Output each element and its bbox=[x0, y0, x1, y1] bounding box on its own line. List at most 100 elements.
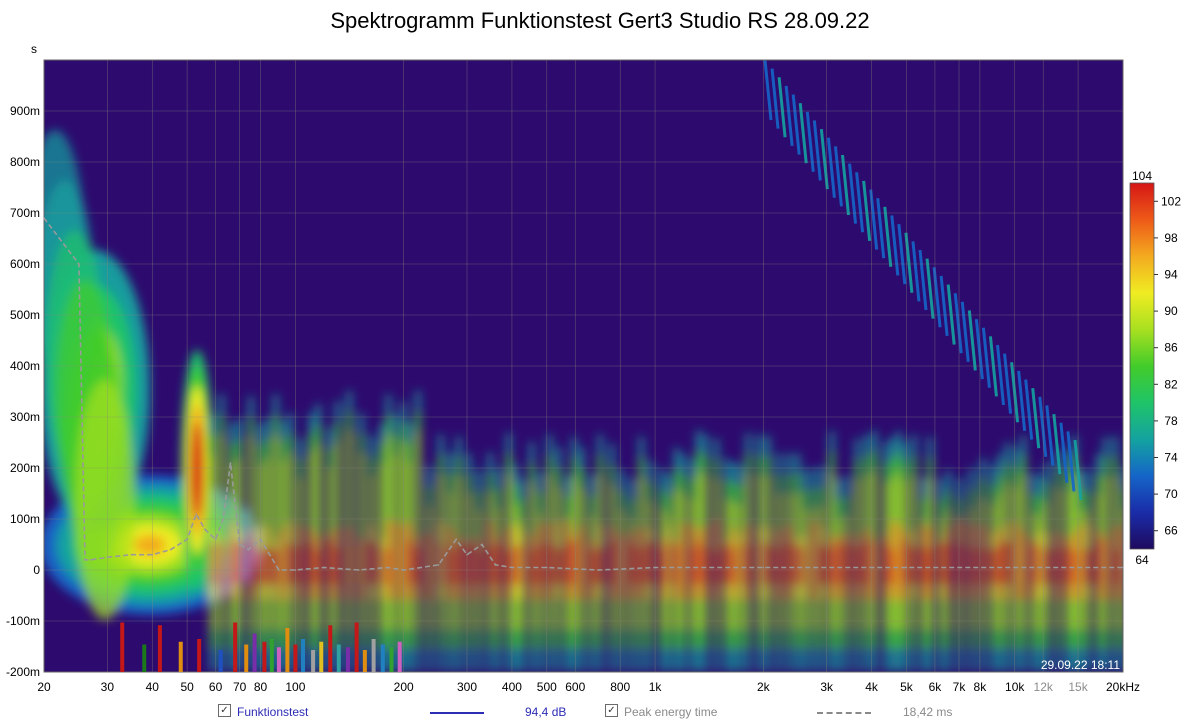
partial-bar-4 bbox=[197, 639, 202, 672]
peak-energy-point-31 bbox=[654, 566, 656, 569]
x-tick-label-20: 7k bbox=[953, 680, 967, 694]
peak-energy-point-33 bbox=[905, 566, 908, 569]
y-tick-label-0: 900m bbox=[10, 104, 40, 118]
partial-bar-21 bbox=[362, 650, 367, 672]
partial-bar-23 bbox=[380, 644, 385, 672]
peak-energy-point-4 bbox=[106, 556, 109, 559]
peak-energy-point-19 bbox=[323, 566, 325, 569]
y-tick-label-10: -100m bbox=[6, 614, 40, 628]
peak-energy-point-0 bbox=[43, 217, 45, 219]
y-tick-label-11: -200m bbox=[6, 665, 40, 679]
partial-bar-5 bbox=[218, 650, 223, 672]
peak-energy-point-25 bbox=[466, 553, 468, 556]
colorbar-max-label: 104 bbox=[1132, 169, 1152, 183]
x-tick-label-11: 500 bbox=[537, 680, 557, 694]
colorbar-tick-label-0: 102 bbox=[1161, 194, 1181, 208]
y-tick-label-2: 700m bbox=[10, 206, 40, 220]
peak-energy-checkbox[interactable]: ✓ bbox=[605, 704, 618, 717]
peak-energy-point-18 bbox=[294, 569, 297, 571]
x-tick-label-18: 5k bbox=[900, 680, 914, 694]
peak-energy-point-3 bbox=[90, 559, 92, 561]
y-tick-label-6: 300m bbox=[10, 410, 40, 424]
partial-bar-19 bbox=[345, 647, 350, 672]
partial-bar-10 bbox=[269, 639, 274, 672]
x-tick-label-9: 300 bbox=[457, 680, 477, 694]
x-tick-label-25: 20kHz bbox=[1106, 680, 1140, 694]
peak-energy-point-8 bbox=[186, 538, 188, 541]
peak-energy-point-10 bbox=[204, 528, 206, 530]
partial-bar-9 bbox=[262, 641, 267, 672]
x-tick-label-13: 800 bbox=[610, 680, 630, 694]
colorbar-tick-label-6: 78 bbox=[1164, 414, 1178, 428]
y-tick-label-3: 600m bbox=[10, 257, 40, 271]
legend: ✓ Funktionstest 94,4 dB ✓ Peak energy ti… bbox=[0, 703, 1200, 723]
partial-bar-15 bbox=[311, 650, 316, 672]
x-tick-label-5: 70 bbox=[233, 680, 247, 694]
peak-energy-point-7 bbox=[169, 548, 172, 551]
y-axis-label: s bbox=[31, 42, 37, 56]
partial-bar-17 bbox=[328, 625, 333, 672]
peak-energy-point-13 bbox=[229, 462, 232, 464]
peak-energy-point-14 bbox=[238, 543, 241, 546]
partial-bar-13 bbox=[293, 644, 298, 672]
y-tick-label-4: 500m bbox=[10, 308, 40, 322]
x-tick-label-17: 4k bbox=[865, 680, 879, 694]
colorbar-tick-label-1: 98 bbox=[1164, 231, 1178, 245]
y-tick-label-5: 400m bbox=[10, 359, 40, 373]
peak-energy-point-1 bbox=[78, 263, 80, 265]
x-tick-label-24: 15k bbox=[1068, 680, 1088, 694]
plot-frame bbox=[43, 59, 1124, 673]
partial-bar-7 bbox=[244, 644, 249, 672]
peak-energy-point-15 bbox=[247, 548, 250, 551]
x-tick-label-15: 2k bbox=[757, 680, 771, 694]
x-tick-label-23: 12k bbox=[1034, 680, 1054, 694]
x-tick-label-4: 60 bbox=[209, 680, 223, 694]
partial-bar-6 bbox=[233, 622, 238, 672]
x-tick-label-0: 20 bbox=[37, 680, 51, 694]
x-tick-label-16: 3k bbox=[820, 680, 834, 694]
timestamp: 29.09.22 18:11 bbox=[1041, 658, 1121, 672]
peak-energy-point-27 bbox=[494, 564, 497, 566]
peak-energy-point-20 bbox=[357, 569, 360, 571]
peak-energy-point-16 bbox=[259, 538, 262, 541]
colorbar-tick-label-4: 86 bbox=[1164, 341, 1178, 355]
legend-value-peak-energy: 18,42 ms bbox=[903, 705, 953, 719]
y-tick-label-7: 200m bbox=[10, 461, 40, 475]
peak-energy-point-30 bbox=[598, 569, 601, 571]
funktionstest-checkbox[interactable]: ✓ bbox=[218, 704, 231, 717]
x-tick-label-3: 50 bbox=[180, 680, 194, 694]
x-tick-label-2: 40 bbox=[146, 680, 160, 694]
peak-energy-point-6 bbox=[151, 553, 154, 556]
peak-energy-point-21 bbox=[386, 566, 389, 569]
peak-energy-point-11 bbox=[214, 538, 217, 541]
partial-bar-24 bbox=[389, 647, 394, 672]
legend-value-funktionstest: 94,4 dB bbox=[525, 705, 567, 719]
colorbar-tick-label-5: 82 bbox=[1164, 377, 1178, 391]
peak-energy-point-35 bbox=[1122, 566, 1124, 569]
partial-bar-16 bbox=[319, 641, 324, 672]
colorbar-tick-label-8: 70 bbox=[1164, 487, 1178, 501]
partial-bar-1 bbox=[142, 644, 147, 672]
colorbar bbox=[1129, 182, 1155, 550]
x-tick-label-22: 10k bbox=[1005, 680, 1025, 694]
x-tick-label-12: 600 bbox=[565, 680, 585, 694]
colorbar-tick-label-3: 90 bbox=[1164, 304, 1178, 318]
partial-bar-14 bbox=[301, 639, 306, 672]
peak-energy-point-32 bbox=[762, 566, 765, 569]
x-tick-label-1: 30 bbox=[101, 680, 115, 694]
partial-bar-2 bbox=[157, 625, 162, 672]
partial-bar-0 bbox=[120, 622, 125, 672]
peak-energy-line bbox=[43, 217, 1123, 571]
partial-bar-22 bbox=[371, 639, 376, 672]
y-tick-label-9: 0 bbox=[33, 563, 40, 577]
peak-energy-point-9 bbox=[195, 513, 198, 515]
peak-energy-point-2 bbox=[84, 559, 86, 561]
colorbar-min-label: 64 bbox=[1135, 553, 1149, 567]
colorbar-tick-label-7: 74 bbox=[1164, 451, 1178, 465]
partial-bar-3 bbox=[178, 641, 183, 672]
peak-energy-point-17 bbox=[278, 569, 280, 571]
x-tick-label-6: 80 bbox=[254, 680, 268, 694]
partial-bar-25 bbox=[397, 641, 402, 672]
partial-bar-11 bbox=[276, 647, 281, 672]
x-tick-label-19: 6k bbox=[929, 680, 943, 694]
